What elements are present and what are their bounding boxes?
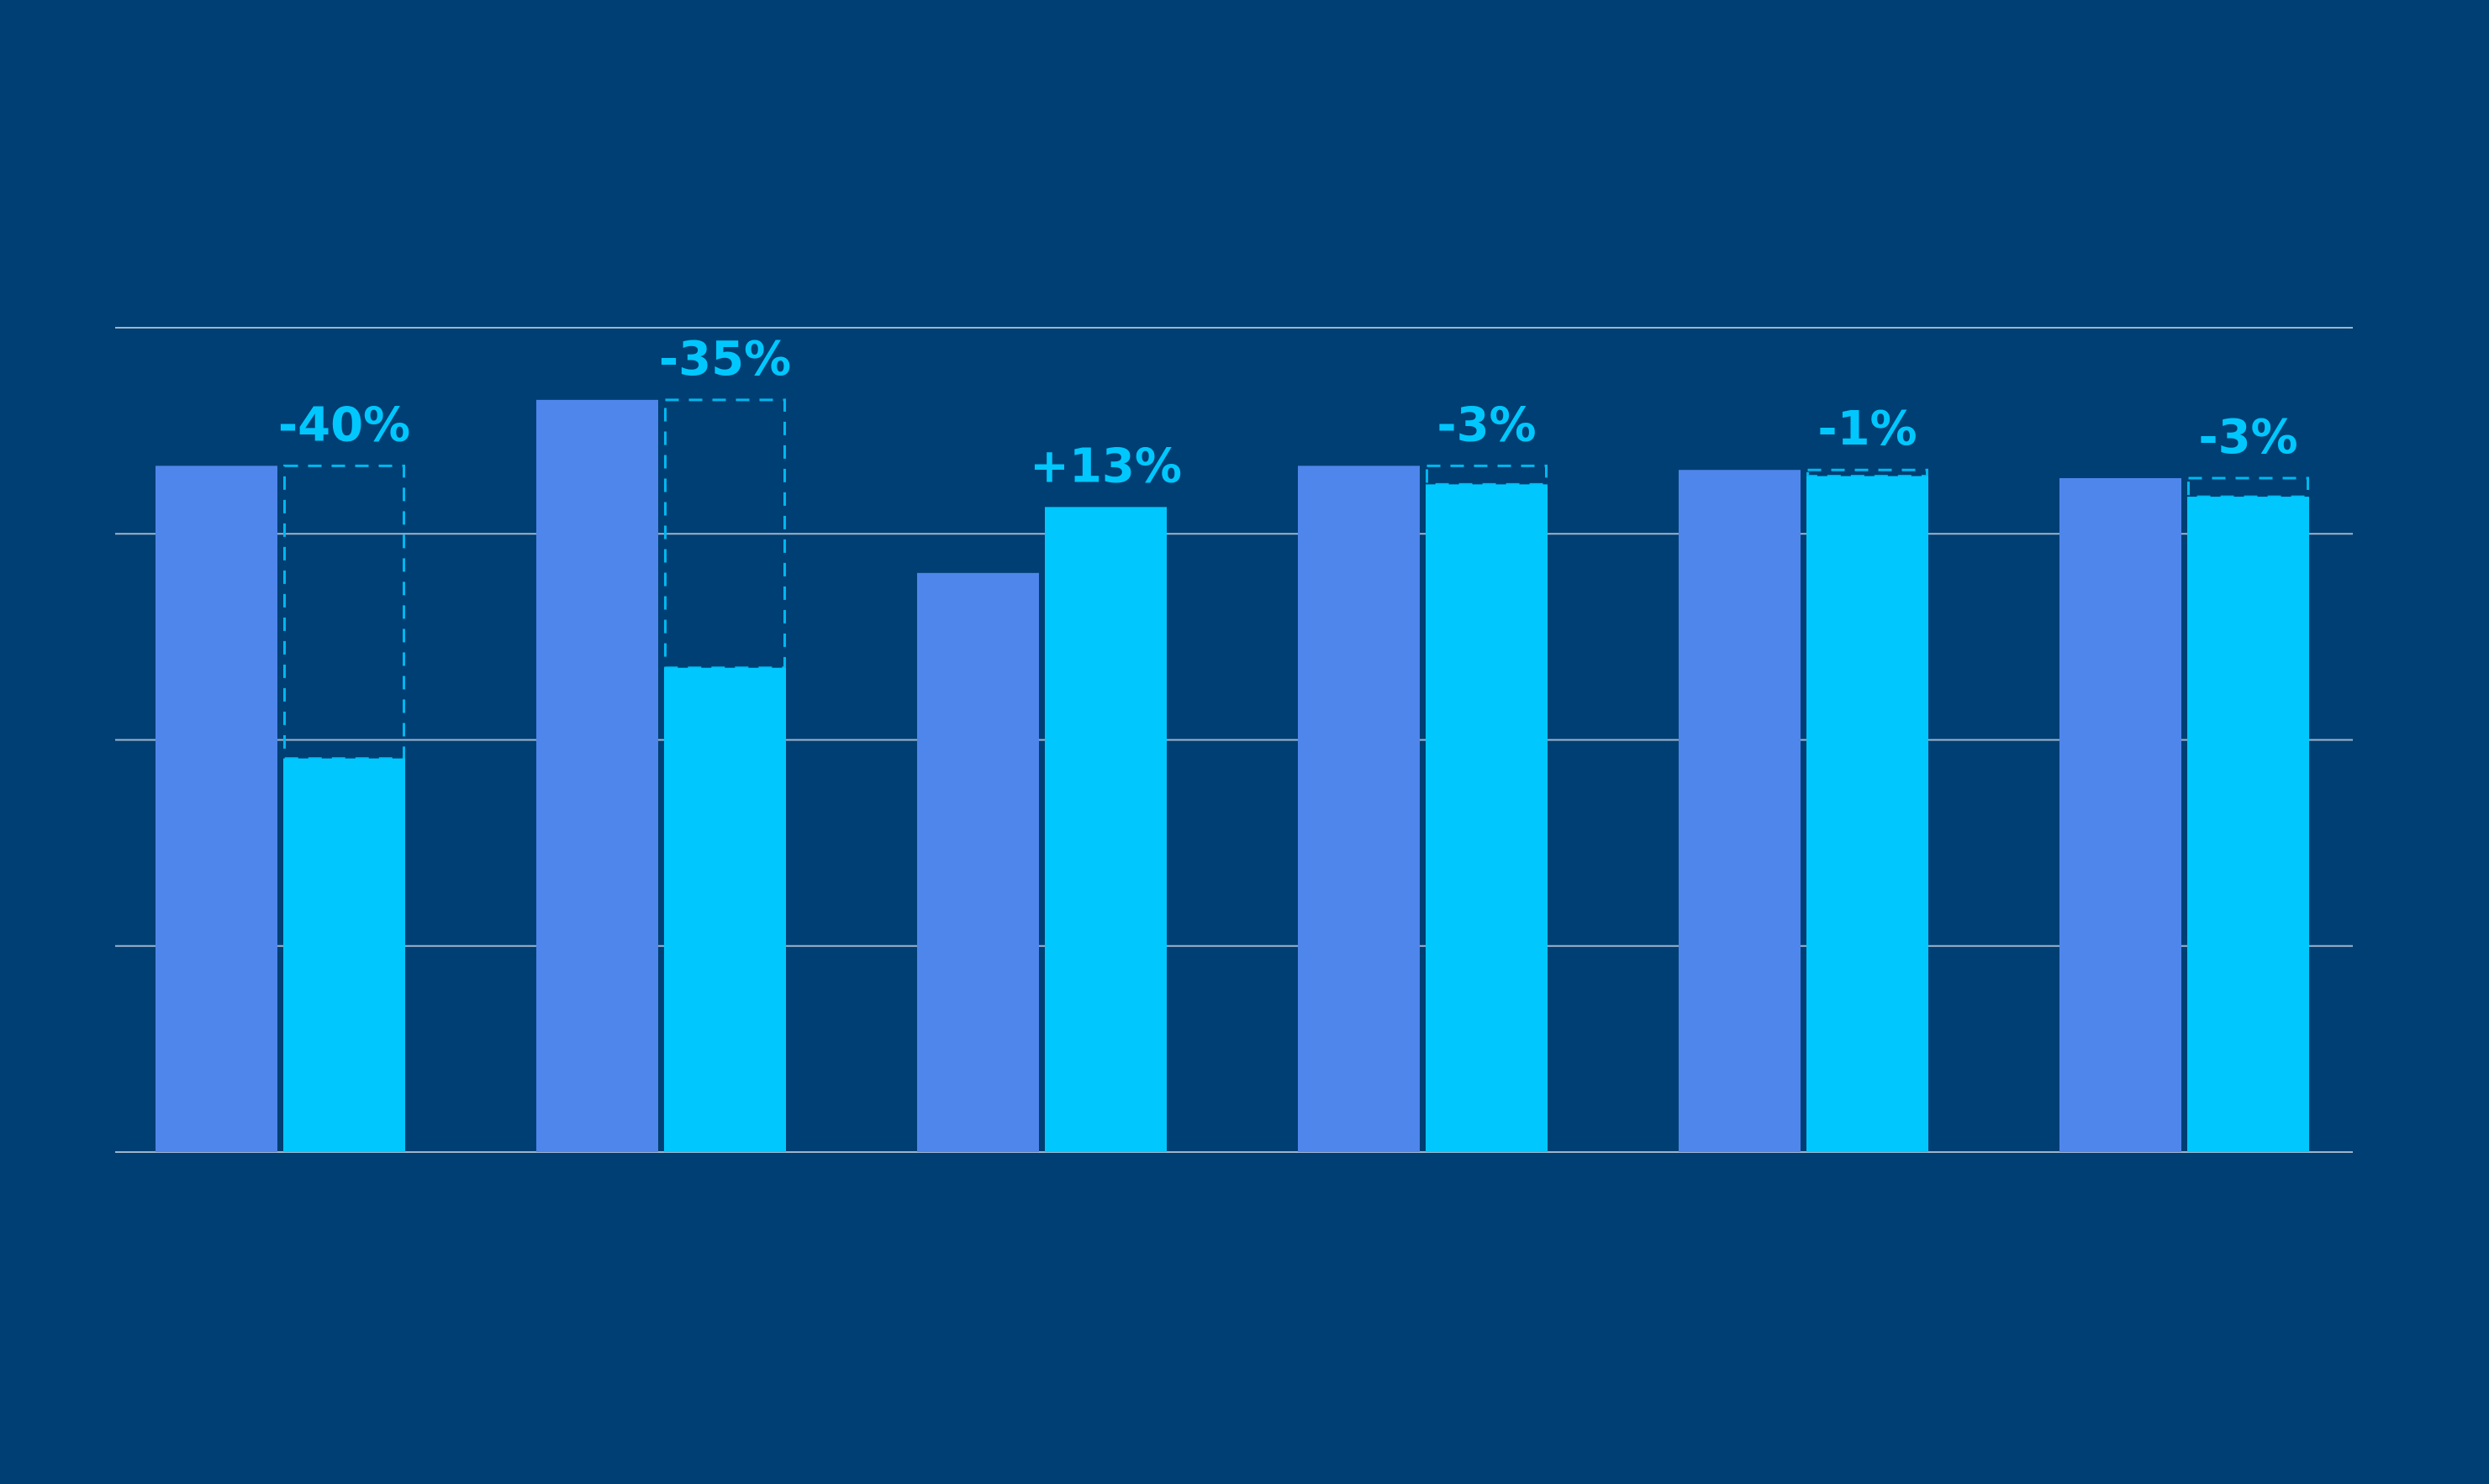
change-label: -1% xyxy=(1817,402,1917,456)
change-label: -40% xyxy=(278,397,410,452)
bar-after xyxy=(2187,497,2309,1152)
bar-after xyxy=(283,758,405,1152)
bar-before xyxy=(536,399,658,1152)
change-label: -35% xyxy=(659,332,791,387)
previous-level-outline xyxy=(1426,464,1548,486)
bar-before xyxy=(2059,478,2181,1152)
change-label: -3% xyxy=(2198,410,2297,465)
bar-before xyxy=(156,466,277,1152)
change-label: -3% xyxy=(1437,397,1536,452)
bar-after xyxy=(1806,476,1928,1152)
previous-level-outline xyxy=(1806,468,1928,478)
change-label: +13% xyxy=(1030,439,1182,493)
gridlines xyxy=(115,327,2353,1153)
bar-before xyxy=(1298,466,1420,1152)
previous-level-outline xyxy=(2187,476,2309,498)
bars xyxy=(156,399,2309,1152)
change-labels: -40% -35% +13% -3% -1% -3% xyxy=(278,332,2298,494)
bar-after xyxy=(1045,507,1167,1152)
previous-level-outline xyxy=(283,464,405,760)
bar-before xyxy=(917,572,1039,1152)
previous-level-outline xyxy=(664,398,786,670)
bar-after xyxy=(1426,484,1548,1152)
bar-after xyxy=(664,667,786,1152)
bar-before xyxy=(1679,470,1801,1152)
